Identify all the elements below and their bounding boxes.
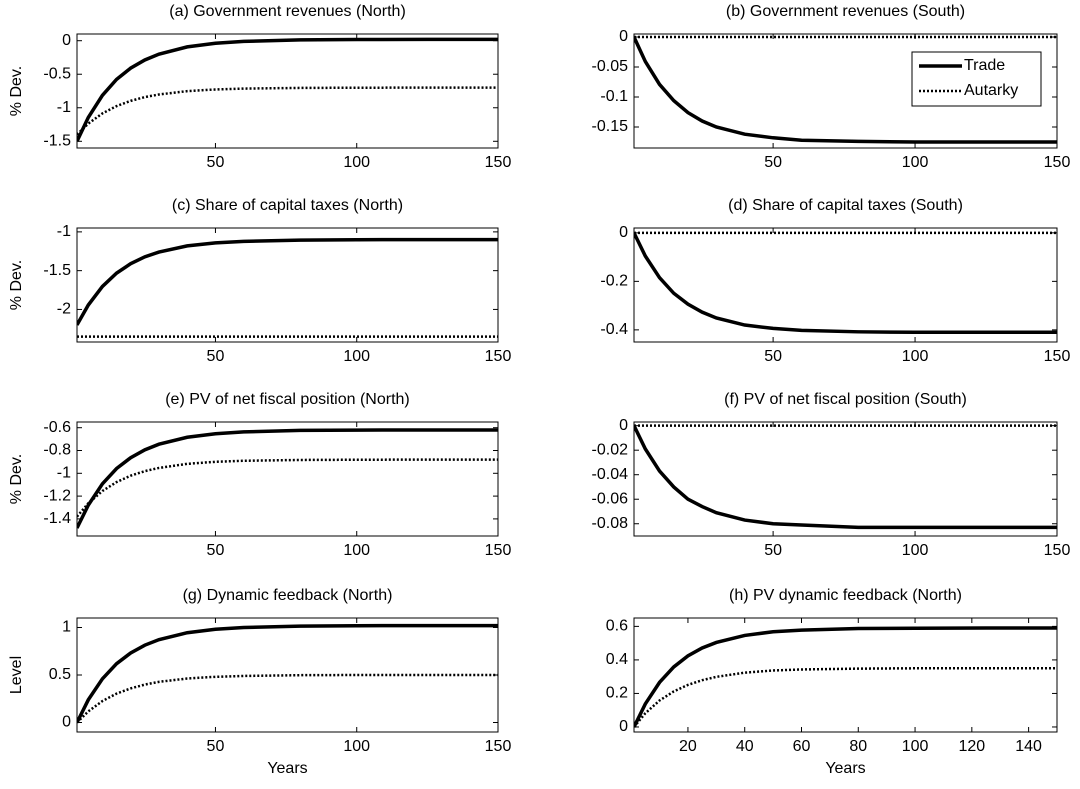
subplot-title: (g) Dynamic feedback (North) [183,587,393,604]
x-tick-label: 100 [902,738,929,755]
y-tick-label: 0 [619,28,628,45]
axes-box [76,421,499,537]
axes-box [76,33,499,149]
series-line [634,232,1057,335]
y-tick-label: -0.5 [43,65,71,82]
y-tick-label: -1.4 [43,510,71,527]
y-tick-label: -0.4 [600,321,628,338]
y-tick-label: 0 [62,714,71,731]
x-tick-label: 50 [207,154,225,171]
y-tick-label: 0.6 [606,618,628,635]
legend-box [911,51,1042,107]
x-axis-label: Years [267,760,307,777]
y-tick-label: -0.6 [43,419,71,436]
x-tick-label: 150 [1044,348,1071,365]
series-line [77,673,498,724]
y-axis-label: % Dev. [8,454,25,504]
legend-label: Trade [964,57,1005,74]
x-tick-label: 150 [485,542,512,559]
y-axis-label: % Dev. [8,260,25,310]
x-tick-label: 100 [343,738,370,755]
x-tick-label: 100 [343,348,370,365]
x-tick-label: 50 [207,348,225,365]
series-line [77,458,498,518]
y-tick-label: -0.8 [43,442,71,459]
y-tick-label: -1.5 [43,262,71,279]
subplot-title: (a) Government revenues (North) [169,3,406,20]
x-tick-label: 50 [207,542,225,559]
x-tick-label: 150 [485,738,512,755]
y-axis-label: Level [8,656,25,694]
x-axis-label: Years [825,760,865,777]
subplot-title: (d) Share of capital taxes (South) [728,197,963,214]
x-tick-label: 150 [485,348,512,365]
y-tick-label: 0 [619,224,628,241]
series-line [77,86,498,136]
x-tick-label: 50 [764,154,782,171]
subplot-title: (b) Government revenues (South) [726,3,965,20]
series-line [77,237,498,326]
subplot-title: (f) PV of net fiscal position (South) [724,391,967,408]
subplot-title: (c) Share of capital taxes (North) [172,197,403,214]
x-tick-label: 50 [764,348,782,365]
y-tick-label: -1.5 [43,133,71,150]
x-tick-label: 120 [958,738,985,755]
series-line [77,37,498,143]
y-tick-label: -1 [57,465,71,482]
y-tick-label: -2 [57,301,71,318]
y-tick-label: -0.04 [592,466,629,483]
y-tick-label: 0 [62,32,71,49]
x-tick-label: 100 [343,154,370,171]
x-tick-label: 80 [849,738,867,755]
series-line [634,36,1057,144]
y-tick-label: -0.08 [592,515,629,532]
y-axis-label: % Dev. [8,66,25,116]
y-tick-label: -0.2 [600,273,628,290]
x-tick-label: 100 [343,542,370,559]
axes-box [633,421,1058,537]
y-tick-label: 0.5 [49,666,71,683]
series-line [77,428,498,529]
series-line [77,623,498,724]
x-tick-label: 50 [764,542,782,559]
axes-box [76,227,499,343]
series-line [634,424,1057,530]
y-tick-label: -0.06 [592,490,629,507]
y-tick-label: 0 [619,417,628,434]
x-tick-label: 100 [902,348,929,365]
y-tick-label: 1 [62,619,71,636]
x-tick-label: 140 [1015,738,1042,755]
y-tick-label: -1.2 [43,487,71,504]
x-tick-label: 150 [1044,154,1071,171]
axes-box [633,617,1058,733]
subplot-title: (h) PV dynamic feedback (North) [729,587,962,604]
subplot-title: (e) PV of net fiscal position (North) [165,391,410,408]
axes-box [633,227,1058,343]
x-tick-label: 40 [736,738,754,755]
y-tick-label: -1 [57,223,71,240]
x-tick-label: 100 [902,154,929,171]
x-tick-label: 50 [207,738,225,755]
x-tick-label: 20 [679,738,697,755]
y-tick-label: 0 [619,718,628,735]
y-tick-label: -0.15 [592,118,629,135]
y-tick-label: -0.05 [592,58,629,75]
axes-box [633,33,1058,149]
x-tick-label: 100 [902,542,929,559]
y-tick-label: -0.02 [592,441,629,458]
y-tick-label: 0.4 [606,651,628,668]
y-tick-label: 0.2 [606,685,628,702]
x-tick-label: 60 [793,738,811,755]
y-tick-label: -1 [57,99,71,116]
legend-label: Autarky [964,82,1018,99]
series-line [634,626,1057,728]
series-line [634,667,1057,728]
y-tick-label: -0.1 [600,88,628,105]
x-tick-label: 150 [1044,542,1071,559]
x-tick-label: 150 [485,154,512,171]
